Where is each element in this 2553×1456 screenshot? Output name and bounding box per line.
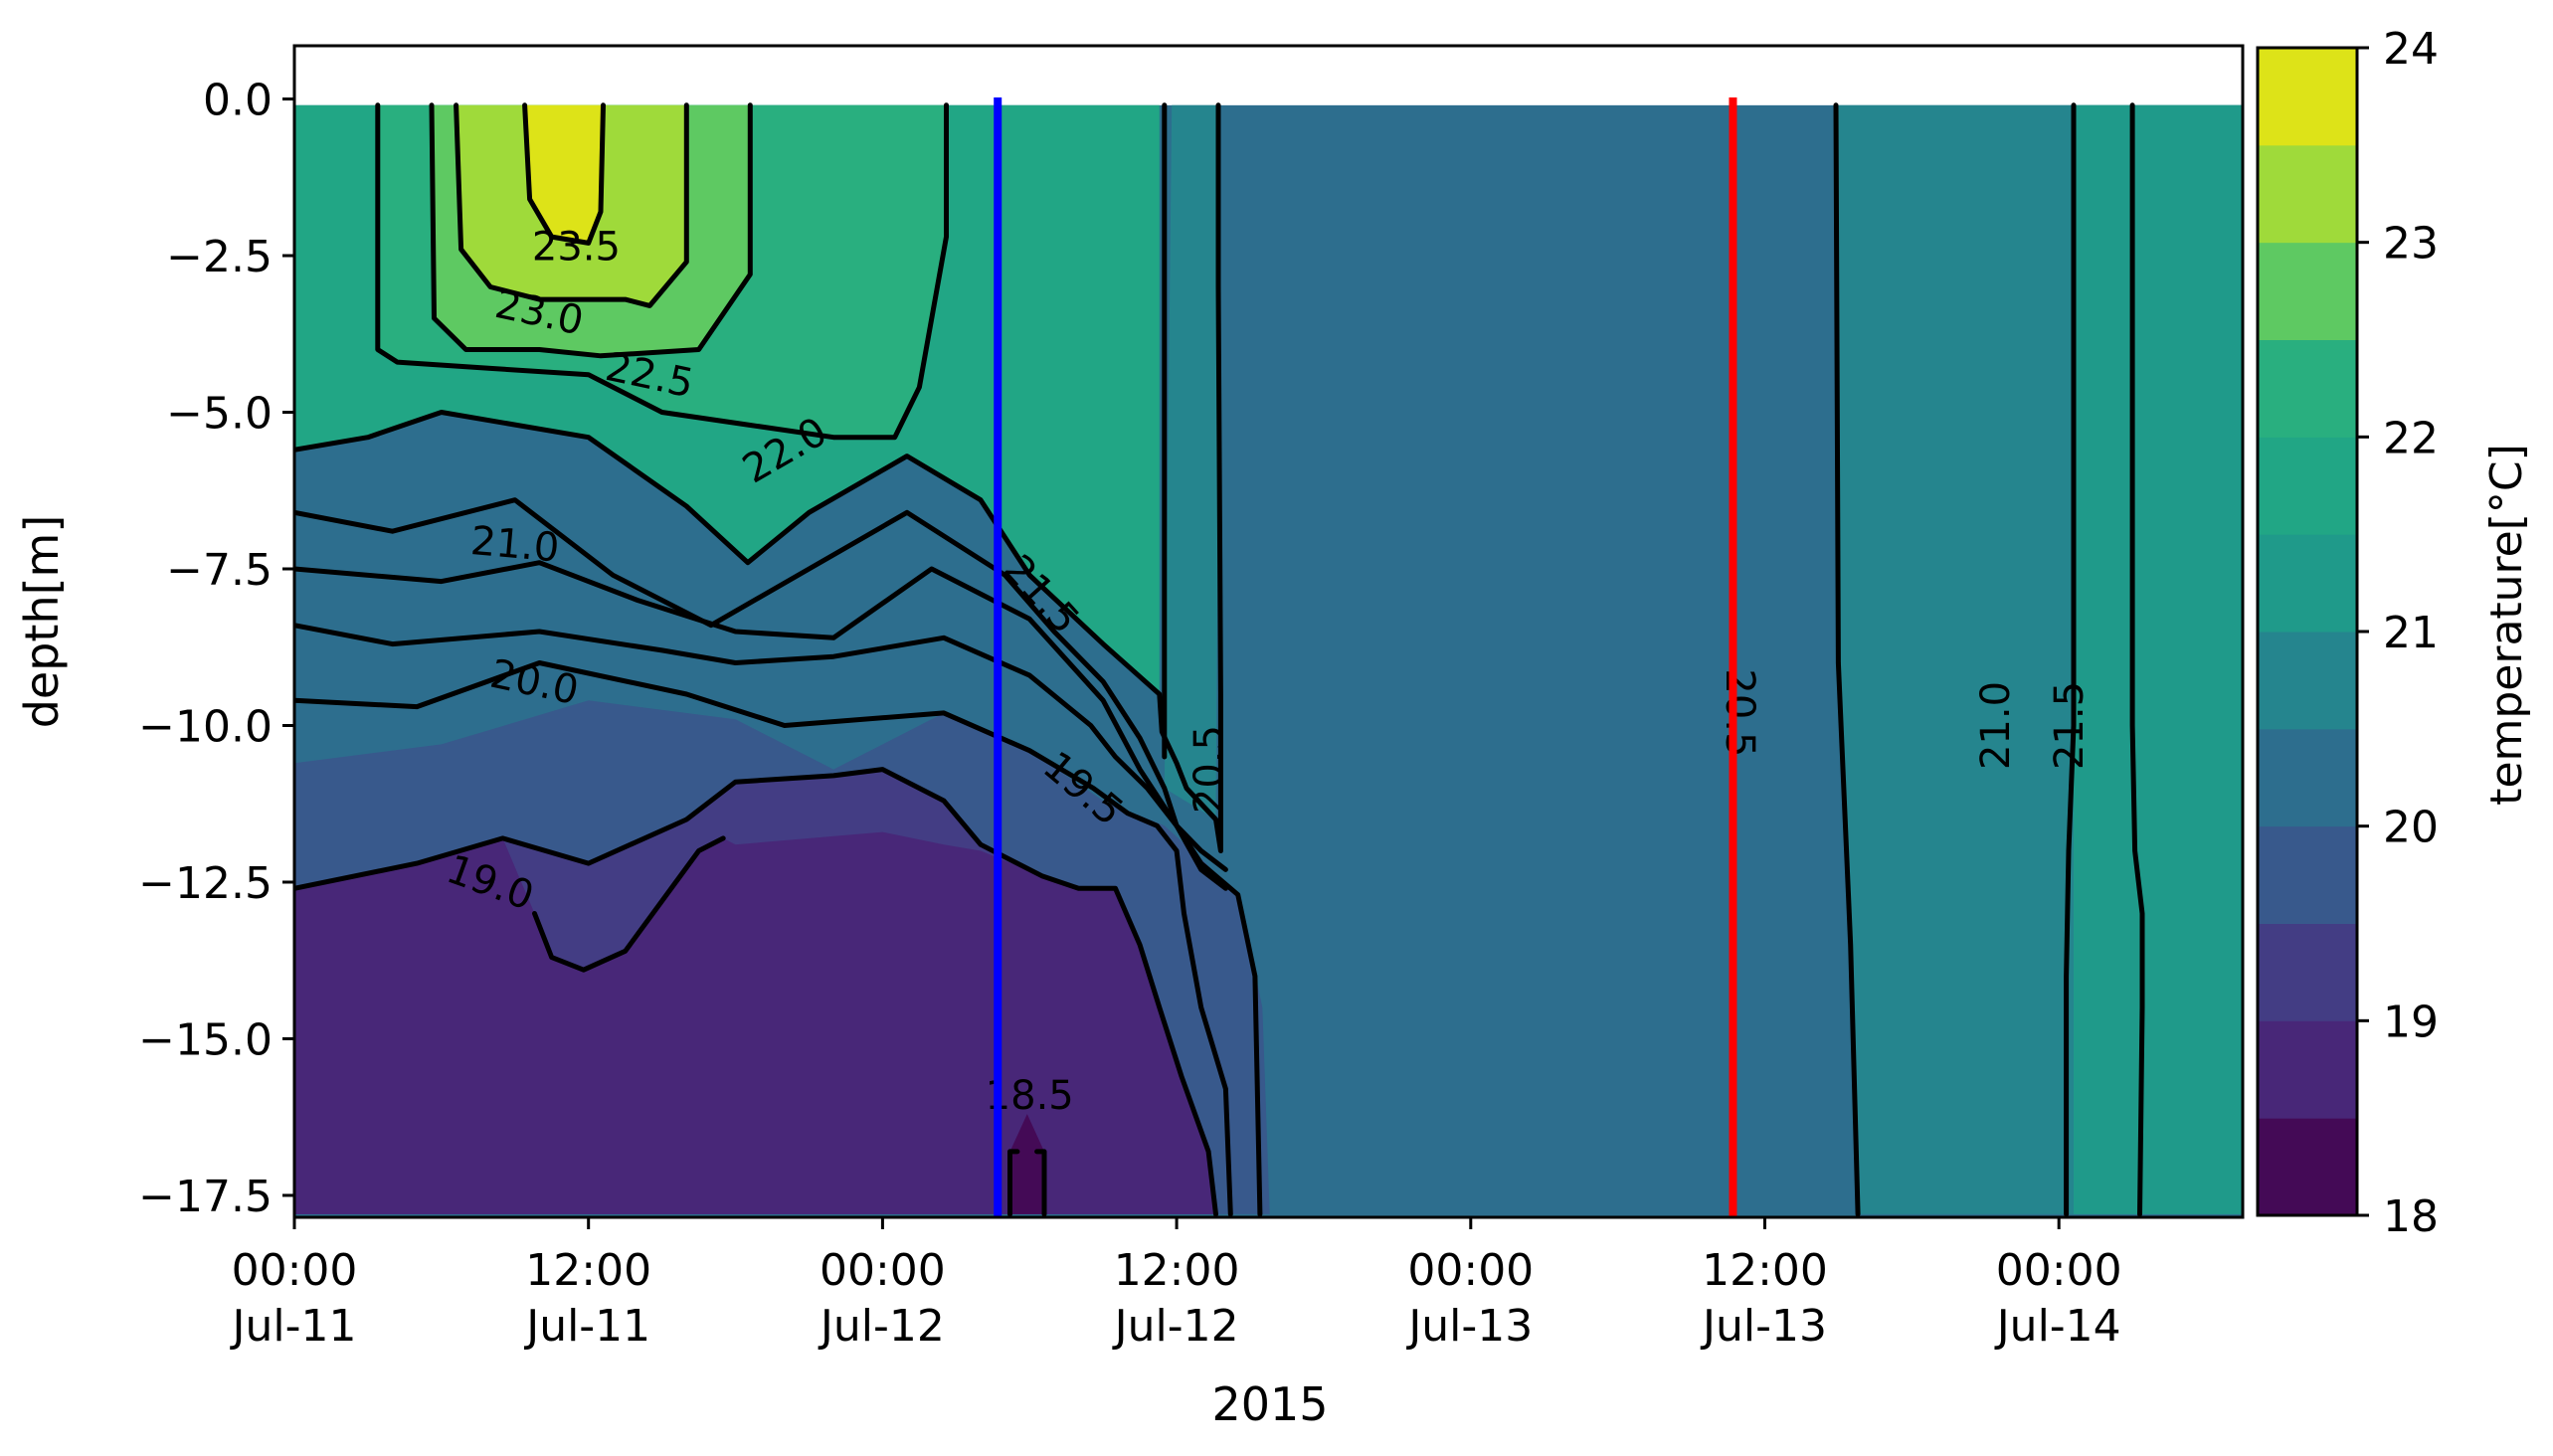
contour-label-text: 21.0 bbox=[1973, 681, 2019, 770]
contour-line-15 bbox=[2064, 102, 2077, 1217]
colorbar-tick-label: 22 bbox=[2383, 413, 2439, 463]
x-tick-label-date: Jul-11 bbox=[230, 1301, 357, 1352]
x-tick-label-time: 12:00 bbox=[525, 1245, 651, 1296]
x-tick-label-date: Jul-11 bbox=[523, 1301, 650, 1352]
contour-line-14 bbox=[1833, 102, 1861, 1217]
x-tick-label-time: 12:00 bbox=[1702, 1245, 1828, 1296]
contour-label-12: 21.0 bbox=[1973, 681, 2019, 770]
x-tick-label-time: 00:00 bbox=[1407, 1245, 1534, 1296]
colorbar-tick-label: 21 bbox=[2383, 608, 2439, 658]
contour-line-12 bbox=[454, 102, 689, 308]
contour-line-9 bbox=[375, 102, 949, 441]
colorbar-label: temperature[°C] bbox=[2481, 444, 2532, 806]
band-fill-21.0-21.5 bbox=[2074, 104, 2243, 1214]
colorbar-swatch bbox=[2258, 825, 2357, 924]
colorbar-swatch bbox=[2258, 923, 2357, 1021]
plot-area: 23.523.022.522.021.521.020.019.519.018.5… bbox=[294, 46, 2243, 1217]
colorbar-tick-label: 23 bbox=[2383, 219, 2439, 270]
y-tick-label: −5.0 bbox=[166, 389, 273, 440]
contour-label-text: 20.5 bbox=[1186, 725, 1232, 814]
colorbar-swatch bbox=[2258, 632, 2357, 730]
x-tick-label-time: 00:00 bbox=[232, 1245, 358, 1296]
y-tick-label: 0.0 bbox=[203, 76, 273, 126]
y-tick-label: −7.5 bbox=[166, 545, 273, 596]
x-tick-label-date: Jul-13 bbox=[1700, 1301, 1827, 1352]
contour-label-5: 21.0 bbox=[468, 518, 561, 572]
contour-label-text: 21.0 bbox=[468, 518, 561, 572]
y-tick-label: −2.5 bbox=[166, 232, 273, 282]
colorbar-swatch bbox=[2258, 437, 2357, 535]
colorbar-tick-label: 24 bbox=[2383, 24, 2439, 75]
colorbar-swatch bbox=[2258, 144, 2357, 244]
x-tick-label-date: Jul-12 bbox=[1112, 1301, 1239, 1352]
contour-line-1 bbox=[294, 497, 1228, 891]
contour-line-3 bbox=[294, 623, 1263, 1217]
contour-line-7 bbox=[1007, 1149, 1020, 1217]
colorbar: 18 19 20 21 22 23 24 bbox=[2256, 24, 2439, 1242]
colorbar-tick-label: 18 bbox=[2383, 1191, 2439, 1242]
colorbar-swatch bbox=[2258, 242, 2357, 340]
contour-label-13: 21.5 bbox=[2047, 681, 2093, 770]
contour-label-11: 20.5 bbox=[1717, 668, 1762, 757]
y-tick-label: −12.5 bbox=[138, 858, 273, 909]
y-tick-label: −10.0 bbox=[138, 701, 273, 752]
x-tick-label-time: 00:00 bbox=[1996, 1245, 2122, 1296]
x-axis-label: 2015 bbox=[1211, 1377, 1328, 1431]
contour-label-text: 20.5 bbox=[1717, 668, 1762, 757]
colorbar-swatch bbox=[2258, 48, 2357, 146]
x-tick-label-time: 12:00 bbox=[1114, 1245, 1240, 1296]
plot-frame bbox=[292, 44, 2245, 1219]
colorbar-tick-label: 20 bbox=[2383, 803, 2439, 853]
x-tick-label-date: Jul-14 bbox=[1994, 1301, 2121, 1352]
colorbar-swatch bbox=[2258, 534, 2357, 633]
contour-line-6 bbox=[532, 835, 726, 973]
colorbar-swatch bbox=[2258, 1118, 2357, 1216]
contour-group: 23.523.022.522.021.521.020.019.519.018.5… bbox=[294, 46, 2243, 1217]
y-axis-label: depth[m] bbox=[15, 515, 69, 729]
band-fill-20.5-21.0 bbox=[1164, 104, 2243, 1214]
contour-label-10: 20.5 bbox=[1186, 725, 1232, 814]
contour-label-text: 21.5 bbox=[2047, 681, 2093, 770]
x-tick-label-date: Jul-13 bbox=[1405, 1301, 1533, 1352]
y-tick-label: −15.0 bbox=[138, 1014, 273, 1065]
contour-line-0 bbox=[294, 102, 1223, 853]
contour-line-8 bbox=[1034, 1149, 1047, 1217]
colorbar-tick-label: 19 bbox=[2383, 997, 2439, 1047]
y-tick-label: −17.5 bbox=[138, 1172, 273, 1222]
x-tick-label-date: Jul-12 bbox=[818, 1301, 945, 1352]
contour-line-16 bbox=[2129, 102, 2145, 1217]
colorbar-swatch bbox=[2258, 1020, 2357, 1119]
colorbar-swatch bbox=[2258, 728, 2357, 827]
contour-line-4 bbox=[294, 660, 1233, 1217]
contour-label-0: 23.5 bbox=[532, 225, 621, 271]
axes: 0.0 −2.5 −5.0 −7.5 −10.0 −12.5 −15.0 −17.5 00:00… bbox=[138, 44, 2245, 1352]
band-fill-23.5-24.0 bbox=[524, 104, 604, 244]
contour-label-text: 23.5 bbox=[532, 225, 621, 271]
band-fill-18.0-18.5 bbox=[1009, 1114, 1044, 1214]
band-fill-18.5-19.0 bbox=[294, 831, 1216, 1214]
contour-line-5 bbox=[294, 767, 1218, 1217]
contour-line-11 bbox=[522, 102, 606, 246]
no-data-band bbox=[294, 46, 2243, 105]
x-tick-label-time: 00:00 bbox=[820, 1245, 946, 1296]
contour-line-10 bbox=[429, 102, 753, 359]
colorbar-swatch bbox=[2258, 339, 2357, 438]
